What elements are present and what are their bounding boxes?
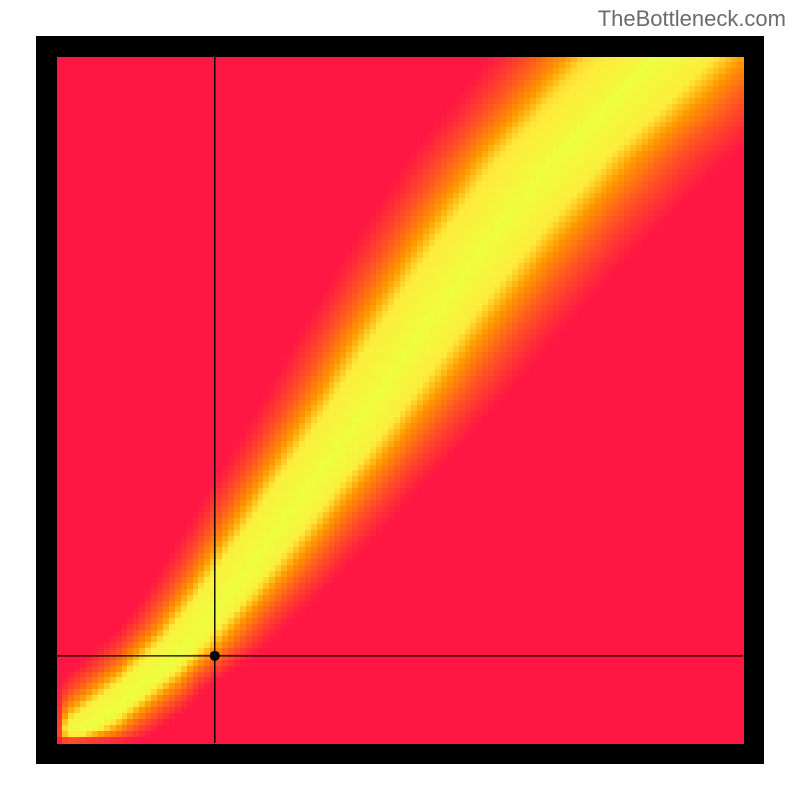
heatmap-canvas: [36, 36, 764, 764]
watermark-text: TheBottleneck.com: [598, 6, 786, 32]
heatmap-plot: [36, 36, 764, 764]
root: TheBottleneck.com: [0, 0, 800, 800]
